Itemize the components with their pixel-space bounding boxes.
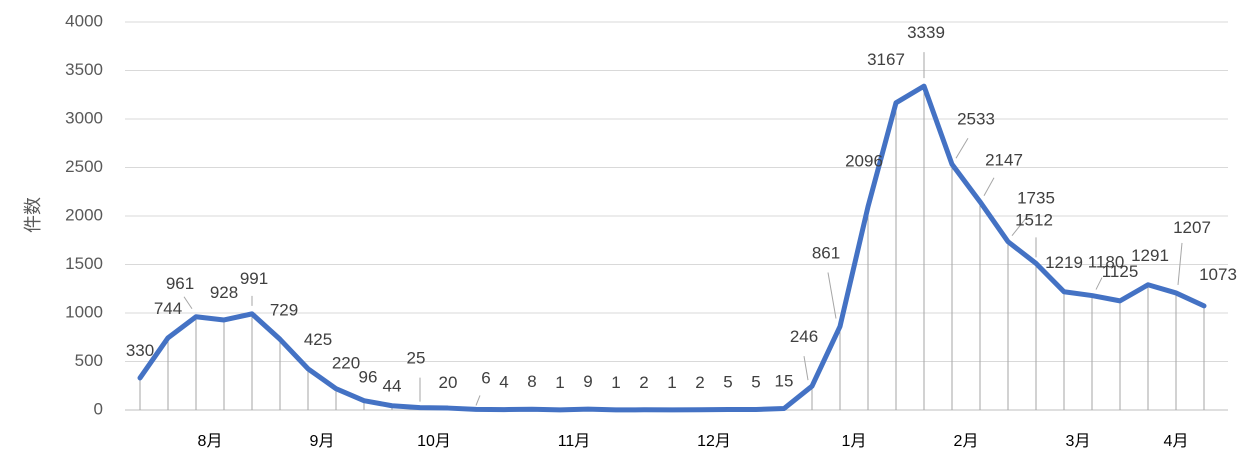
label-leader-line [983,177,995,196]
data-label: 961 [166,274,194,293]
y-tick-label: 3000 [65,108,103,127]
data-label: 729 [270,300,298,319]
label-leader-line [475,395,481,406]
x-tick-label: 11月 [558,433,591,450]
data-label: 1219 [1045,253,1083,272]
data-label: 25 [407,349,426,368]
label-leader-line [803,356,809,381]
data-label: 15 [775,372,794,391]
label-leader-line [183,296,193,310]
data-label: 2 [695,373,704,392]
data-label: 8 [527,372,536,391]
data-label: 1735 [1017,189,1055,208]
data-label: 1 [555,373,564,392]
data-label: 1 [611,373,620,392]
x-tick-label: 1月 [842,433,867,450]
label-leader-lines [183,52,1183,406]
label-leader-line [1095,277,1103,290]
data-label: 44 [383,377,402,396]
data-label: 220 [332,354,360,373]
y-tick-label: 500 [75,351,103,370]
data-label: 330 [126,341,154,360]
data-label: 744 [154,299,182,318]
y-tick-label: 3500 [65,60,103,79]
y-tick-label: 1000 [65,302,103,321]
data-label: 1207 [1173,218,1211,237]
x-tick-label: 2月 [954,433,979,450]
drop-lines [139,86,1205,410]
data-label: 928 [210,283,238,302]
data-label: 5 [723,373,732,392]
y-tick-label: 2000 [65,205,103,224]
y-tick-label: 2500 [65,157,103,176]
data-label: 2533 [957,109,995,128]
data-label: 1291 [1131,246,1169,265]
y-tick-label: 1500 [65,254,103,273]
x-tick-label: 8月 [198,433,223,450]
y-axis-label: 件数 [23,197,43,233]
series-line [137,83,1207,413]
label-leader-line [955,138,969,159]
data-label: 96 [359,368,378,387]
x-tick-label: 10月 [417,433,451,450]
data-label: 425 [304,330,332,349]
data-label: 4 [499,373,508,392]
data-label: 1512 [1015,210,1053,229]
data-label: 20 [439,373,458,392]
x-tick-label: 3月 [1066,433,1091,450]
data-label: 5 [751,373,760,392]
data-label: 1125 [1102,262,1139,281]
data-label: 1180 [1088,253,1125,272]
label-leader-line [1177,242,1183,285]
x-tick-label: 12月 [697,433,731,450]
data-label: 2096 [845,152,883,171]
x-tick-label: 9月 [310,433,335,450]
label-leader-line [1011,215,1029,237]
y-tick-label: 4000 [65,11,103,30]
data-label: 3167 [867,50,905,69]
data-label: 2 [639,373,648,392]
y-axis-ticks: 0 500 1000 1500 2000 2500 3000 3500 4000 [65,11,103,418]
data-label: 2147 [985,151,1023,170]
data-label: 1073 [1199,265,1237,284]
x-axis-ticks: 8月 9月 10月 11月 12月 1月 2月 3月 4月 [198,433,1189,450]
y-tick-label: 0 [94,399,103,418]
data-label: 991 [240,269,268,288]
gridlines [125,21,1228,411]
label-leader-line [827,272,837,319]
data-label: 6 [481,368,490,387]
x-tick-label: 4月 [1164,433,1189,450]
data-label: 861 [812,243,840,262]
data-label: 1 [667,373,676,392]
data-label: 9 [583,372,592,391]
data-label: 3339 [907,23,945,42]
data-label: 246 [790,327,818,346]
